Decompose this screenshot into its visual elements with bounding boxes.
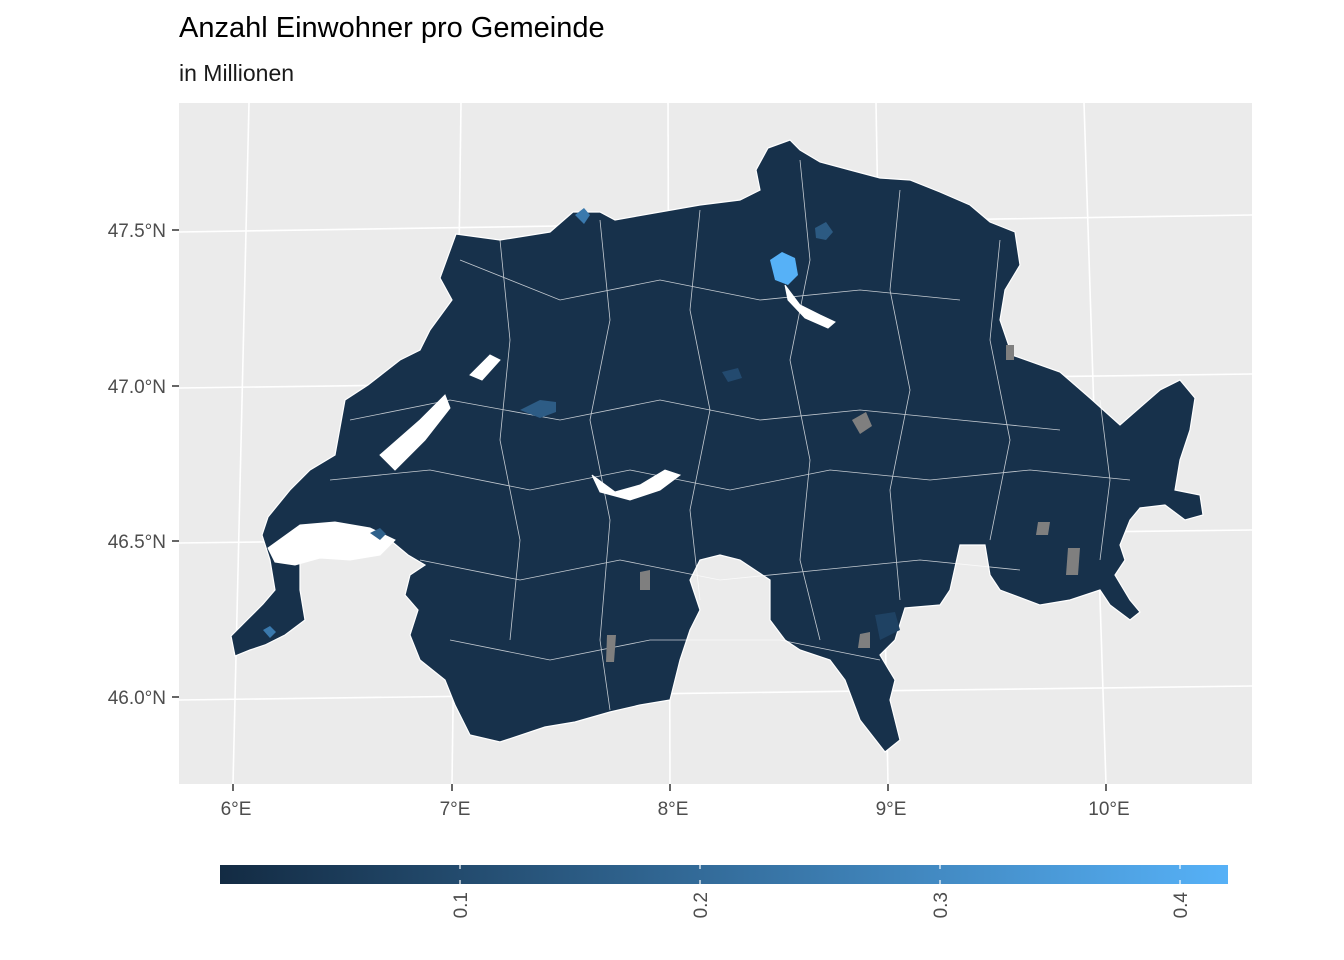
municipality-lausanne <box>370 528 386 540</box>
na-area-2 <box>640 570 650 590</box>
municipality-bern <box>520 400 556 418</box>
na-area-1 <box>852 412 872 434</box>
x-axis-ticks <box>232 784 1107 791</box>
municipality-borders <box>329 159 1131 711</box>
municipality-winterthur <box>815 222 833 240</box>
lake-zurich <box>784 284 836 329</box>
y-tick-label-47-5: 47.5°N <box>108 221 166 242</box>
graticule-lon-6 <box>232 103 250 784</box>
lakes <box>267 284 836 566</box>
na-area-3 <box>606 635 616 662</box>
y-tick-label-46-0: 46.0°N <box>108 688 166 709</box>
municipality-zurich <box>770 252 798 285</box>
y-tick-label-47-0: 47.0°N <box>108 377 166 398</box>
x-tick-label-8: 8°E <box>658 799 689 820</box>
map-title: Anzahl Einwohner pro Gemeinde <box>179 12 605 44</box>
municipality-geneva <box>263 626 276 638</box>
lake-thun-brienz <box>591 469 682 501</box>
legend-ticks <box>459 865 1181 884</box>
lake-neuchatel <box>379 394 451 471</box>
legend-colorbar <box>220 865 1228 884</box>
lake-biel <box>469 354 501 381</box>
y-tick-label-46-5: 46.5°N <box>108 532 166 553</box>
x-tick-label-10: 10°E <box>1088 799 1129 820</box>
legend-labels: 0.1 0.2 0.3 0.4 <box>451 892 1192 919</box>
map-subtitle: in Millionen <box>179 60 295 86</box>
na-area-7 <box>1006 345 1014 360</box>
legend-label-0.3: 0.3 <box>931 892 952 918</box>
municipality-lugano <box>875 612 900 640</box>
na-municipalities <box>606 345 1080 662</box>
na-area-6 <box>858 632 870 648</box>
na-area-4 <box>1066 548 1080 575</box>
y-axis-ticks <box>172 229 179 698</box>
legend-label-0.2: 0.2 <box>691 892 712 918</box>
x-tick-label-6: 6°E <box>221 799 252 820</box>
graticule-lat-46-0 <box>179 685 1252 701</box>
color-legend: 0.1 0.2 0.3 0.4 <box>220 865 1228 918</box>
x-tick-label-7: 7°E <box>440 799 471 820</box>
municipality-basel <box>575 208 590 224</box>
municipality-luzern <box>722 368 742 382</box>
legend-label-0.4: 0.4 <box>1171 892 1192 919</box>
highlight-municipalities <box>263 208 900 640</box>
lake-geneva <box>267 521 396 566</box>
na-area-5 <box>1036 522 1050 535</box>
legend-label-0.1: 0.1 <box>451 892 472 918</box>
x-tick-label-9: 9°E <box>876 799 907 820</box>
